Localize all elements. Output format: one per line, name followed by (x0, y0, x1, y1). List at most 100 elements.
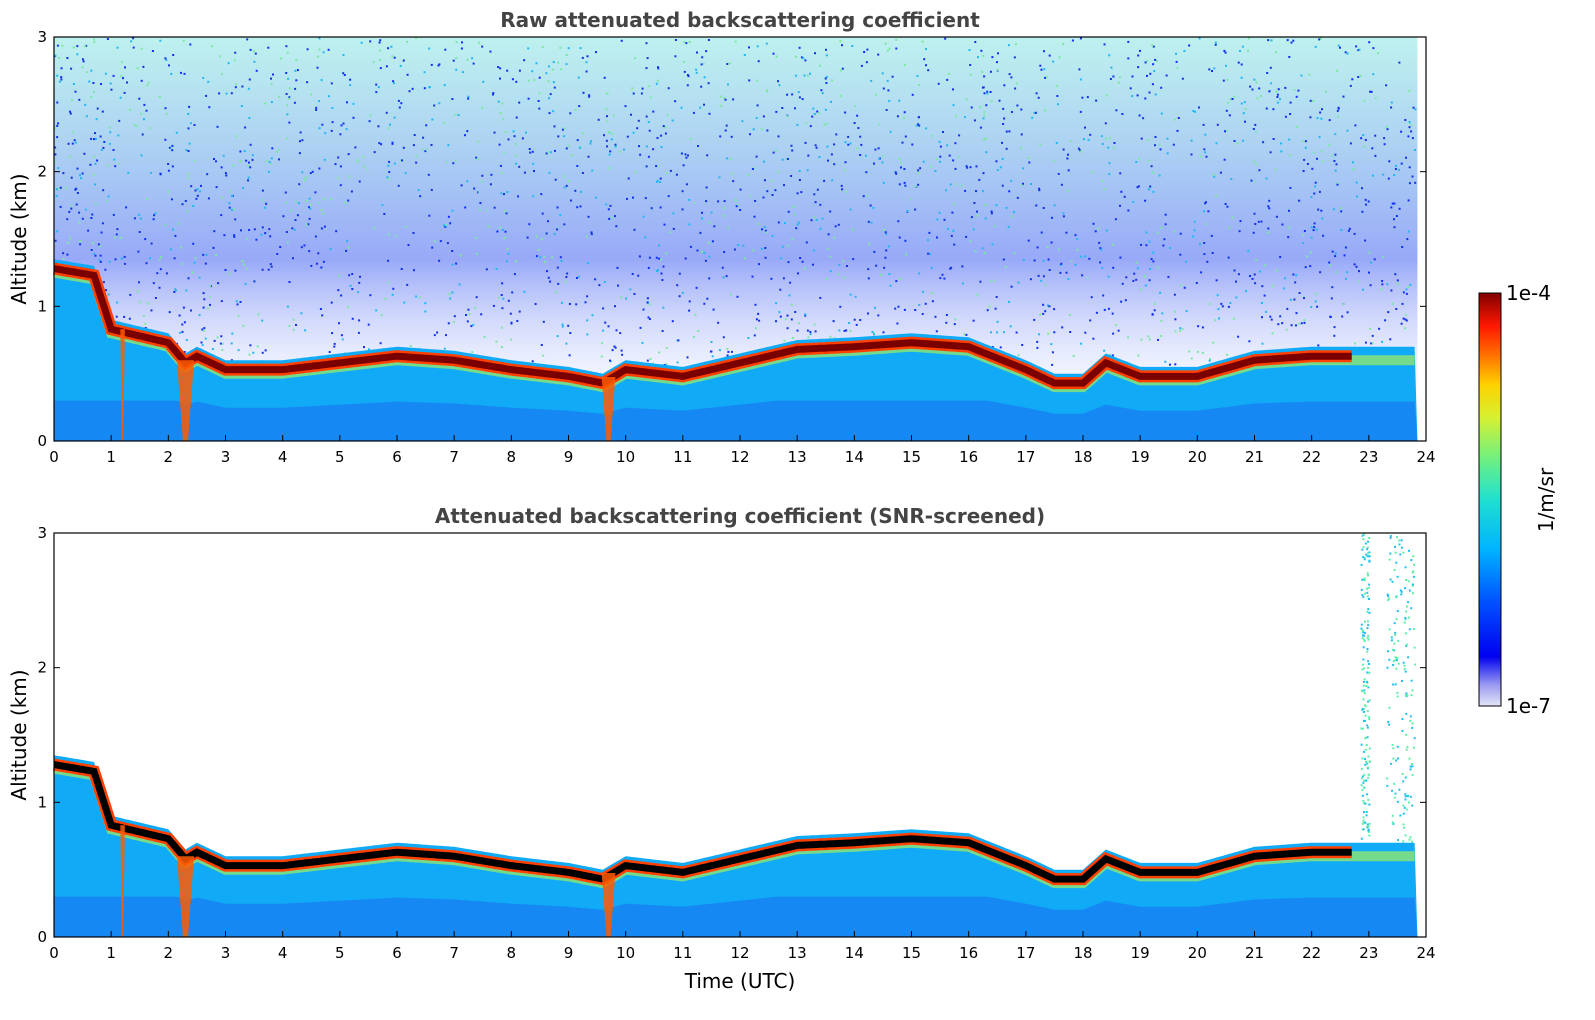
noise-speckle (794, 311, 797, 313)
noise-speckle (918, 84, 921, 86)
noise-speckle (192, 242, 195, 245)
x-tick-label: 9 (564, 448, 574, 466)
noise-speckle (346, 306, 349, 309)
noise-speckle (457, 114, 460, 117)
noise-speckle (261, 351, 264, 354)
noise-speckle (646, 359, 649, 362)
screened-column-speckle (1401, 729, 1404, 732)
noise-speckle (930, 266, 933, 269)
noise-speckle (684, 153, 687, 156)
noise-speckle (321, 314, 324, 317)
noise-speckle (638, 255, 641, 258)
screened-column-speckle (1392, 822, 1395, 825)
noise-speckle (859, 154, 862, 156)
noise-speckle (1117, 329, 1120, 332)
noise-speckle (726, 157, 729, 160)
noise-speckle (497, 100, 500, 103)
noise-speckle (76, 45, 79, 48)
noise-speckle (880, 274, 883, 276)
noise-speckle (958, 134, 961, 137)
noise-speckle (168, 311, 171, 314)
noise-speckle (452, 59, 455, 62)
noise-speckle (194, 257, 197, 260)
noise-speckle (946, 144, 949, 147)
noise-speckle (1318, 136, 1321, 138)
noise-speckle (551, 256, 554, 259)
noise-speckle (1001, 141, 1003, 144)
noise-speckle (499, 77, 501, 80)
noise-speckle (1078, 149, 1081, 152)
noise-speckle (387, 164, 390, 167)
noise-speckle (692, 111, 695, 114)
noise-speckle (595, 196, 598, 199)
noise-speckle (737, 244, 740, 246)
noise-speckle (542, 320, 545, 323)
noise-speckle (76, 53, 79, 56)
noise-speckle (217, 282, 220, 285)
noise-speckle (467, 95, 470, 98)
noise-speckle (1408, 89, 1411, 92)
noise-speckle (1407, 135, 1410, 138)
noise-speckle (982, 86, 985, 89)
noise-speckle (164, 107, 167, 110)
noise-speckle (614, 215, 616, 218)
noise-speckle (1164, 213, 1167, 216)
noise-speckle (224, 269, 227, 271)
screened-column-speckle (1362, 646, 1365, 649)
noise-speckle (1344, 51, 1347, 54)
noise-speckle (222, 154, 225, 157)
noise-speckle (682, 60, 685, 63)
noise-speckle (1261, 342, 1264, 345)
screened-column-speckle (1397, 662, 1400, 665)
noise-speckle (249, 344, 252, 347)
noise-speckle (515, 116, 518, 119)
noise-speckle (1229, 98, 1232, 101)
noise-speckle (541, 46, 544, 48)
noise-speckle (525, 131, 527, 134)
noise-speckle (888, 99, 891, 102)
noise-speckle (187, 173, 190, 176)
noise-speckle (1088, 257, 1091, 260)
noise-speckle (1051, 363, 1054, 366)
x-tick-label: 13 (788, 944, 807, 962)
noise-speckle (989, 91, 992, 93)
noise-speckle (1309, 265, 1312, 268)
noise-speckle (917, 123, 919, 126)
noise-speckle (996, 169, 999, 172)
noise-speckle (1393, 218, 1395, 221)
noise-speckle (936, 236, 938, 239)
noise-speckle (147, 81, 150, 84)
noise-speckle (662, 265, 665, 268)
screened-column-speckle (1360, 743, 1363, 746)
noise-speckle (1212, 173, 1215, 176)
x-tick-label: 18 (1073, 944, 1092, 962)
noise-speckle (158, 258, 161, 261)
noise-speckle (701, 211, 703, 214)
noise-speckle (1272, 108, 1275, 111)
noise-speckle (942, 131, 944, 133)
noise-speckle (569, 332, 572, 334)
screened-column-speckle (1407, 795, 1410, 798)
noise-speckle (1188, 350, 1191, 353)
noise-speckle (331, 107, 334, 110)
aerosol-plume (120, 329, 125, 441)
noise-speckle (174, 234, 177, 237)
noise-speckle (220, 166, 223, 169)
noise-speckle (685, 156, 688, 159)
noise-speckle (1321, 217, 1324, 220)
noise-speckle (1002, 258, 1005, 261)
noise-speckle (78, 221, 81, 224)
noise-speckle (598, 284, 601, 287)
noise-speckle (1398, 168, 1400, 171)
noise-speckle (823, 179, 826, 182)
noise-speckle (512, 130, 515, 133)
noise-speckle (1378, 327, 1381, 330)
screened-column-speckle (1363, 638, 1365, 641)
noise-speckle (56, 124, 59, 127)
noise-speckle (849, 208, 852, 211)
noise-speckle (375, 83, 378, 86)
screened-column-speckle (1361, 637, 1364, 640)
noise-speckle (139, 217, 142, 220)
noise-speckle (315, 106, 318, 109)
noise-speckle (132, 46, 135, 49)
